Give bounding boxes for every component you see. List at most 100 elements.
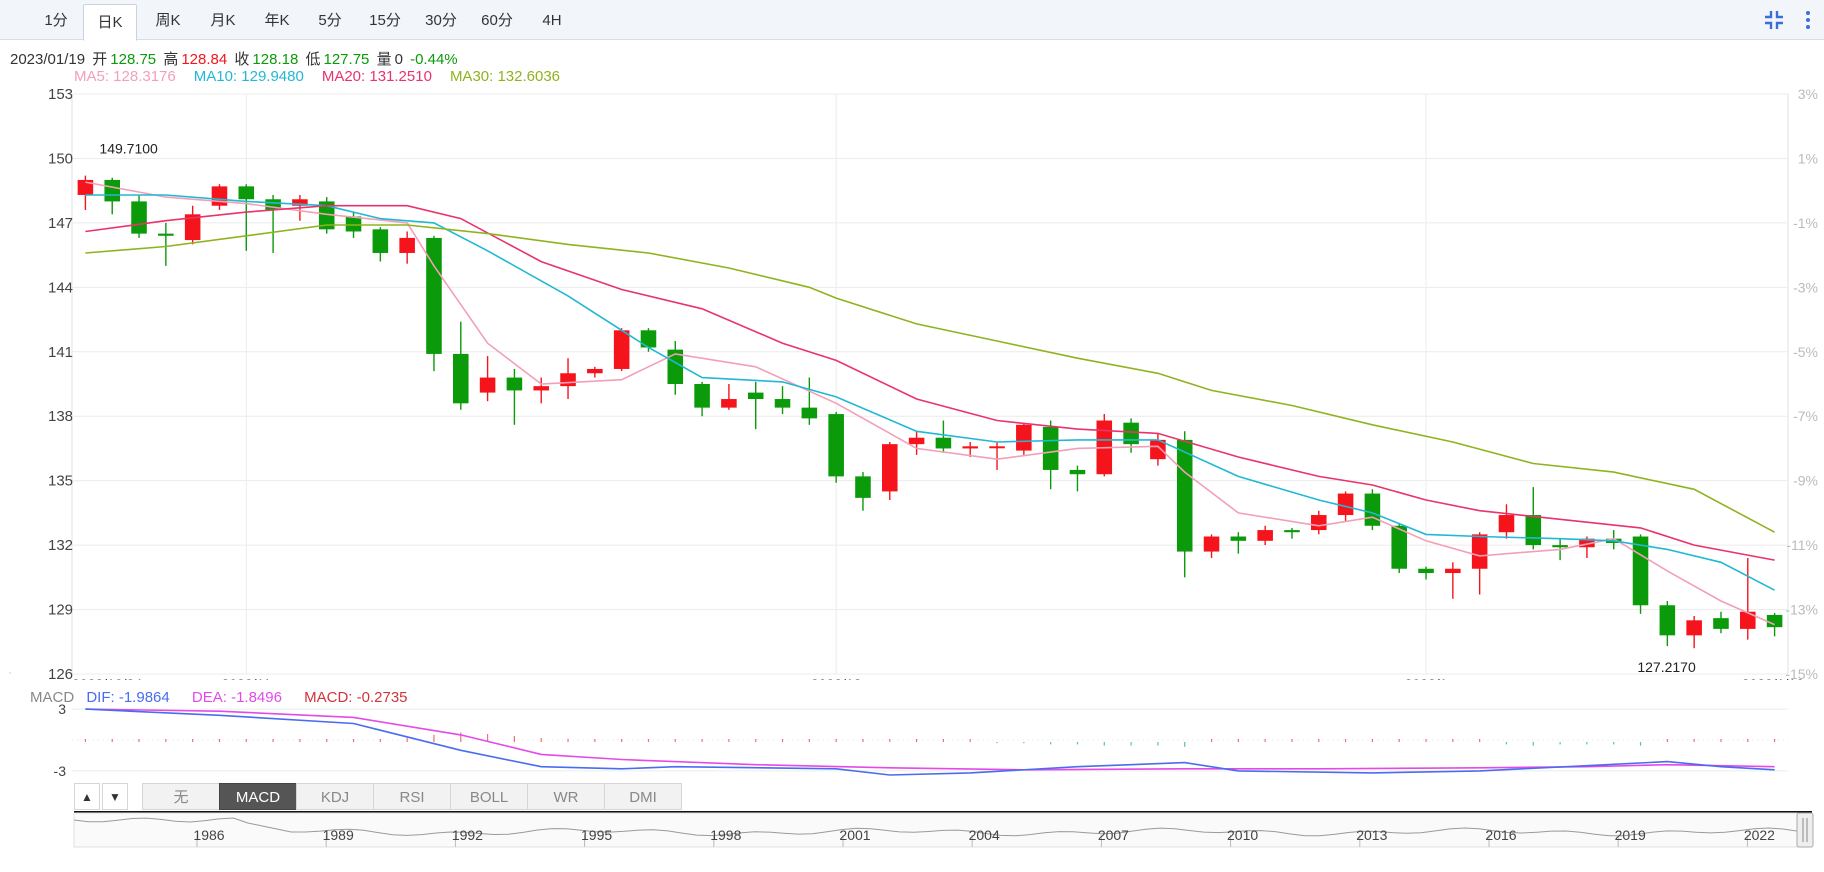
- candle-body: [908, 437, 925, 445]
- ma-legend: MA5: 128.3176 MA10: 129.9480 MA20: 131.251…: [74, 68, 578, 85]
- period-tab-0[interactable]: 1分: [44, 12, 68, 29]
- pct-tick-label: -13%: [1785, 602, 1818, 618]
- indicator-tab-1[interactable]: MACD: [219, 783, 297, 810]
- ma-line-ma20: [85, 204, 1775, 561]
- timeline-year-label: 2007: [1098, 827, 1129, 843]
- candle-body: [774, 399, 791, 408]
- period-tabbar: 1分 日K 周K 月K 年K 5分 15分 30分 60分 4H: [0, 0, 1824, 41]
- y-tick-label: 126: [48, 666, 73, 680]
- candle-body: [1337, 493, 1354, 516]
- macd-y-tick: -3: [54, 763, 67, 779]
- y-tick-label: 144: [48, 279, 73, 296]
- candle-body: [426, 237, 442, 354]
- dif-label: DIF: -1.9864: [86, 689, 170, 706]
- timeline-navigator[interactable]: 1986 1989 1992 1995 1998 2001 2004 2007 2010 2013…: [0, 810, 1824, 870]
- candle-body: [962, 446, 978, 449]
- plot-frame: [71, 93, 1789, 675]
- indicator-tab-3[interactable]: RSI: [373, 783, 451, 810]
- candle-body: [882, 444, 898, 492]
- more-vertical-icon[interactable]: [1796, 8, 1820, 32]
- candle-body: [372, 229, 389, 253]
- candle-body: [1123, 422, 1139, 445]
- candle-body: [1713, 618, 1729, 629]
- candle-body: [1552, 545, 1568, 548]
- volume-label: 量: [376, 51, 392, 68]
- pct-tick-label: -3%: [1793, 279, 1818, 295]
- candle-body: [640, 330, 657, 348]
- y-tick-label: 150: [48, 150, 73, 167]
- candle-body: [399, 237, 415, 253]
- candle-body: [721, 399, 737, 408]
- indicator-tab-2[interactable]: KDJ: [296, 783, 374, 810]
- candle-body: [694, 384, 710, 408]
- x-tick-label: 2022/11: [221, 676, 271, 680]
- candle-body: [1471, 534, 1488, 569]
- candle-body: [131, 201, 147, 234]
- ma-legend-item: MA5: 128.3176: [74, 68, 176, 85]
- y-tick-label: 147: [48, 215, 73, 232]
- candle-body: [1498, 515, 1515, 533]
- candle-body: [1525, 515, 1542, 546]
- y-tick-label: 132: [48, 537, 73, 554]
- quote-date: 2023/01/19: [10, 51, 86, 68]
- pct-tick-label: -11%: [1786, 537, 1818, 553]
- indicator-tab-4[interactable]: BOLL: [450, 783, 528, 810]
- timeline-year-label: 2022: [1744, 827, 1775, 843]
- macd-chart[interactable]: 3 -3: [0, 700, 1824, 780]
- pct-tick-label: -5%: [1793, 344, 1818, 360]
- x-tick-label: 2023/1: [1405, 676, 1448, 680]
- period-tab-6[interactable]: 15分: [369, 12, 401, 29]
- indicator-tab-5[interactable]: WR: [527, 783, 605, 810]
- timeline-range-handle[interactable]: [1796, 812, 1814, 848]
- candle-body: [801, 407, 818, 419]
- period-tab-8[interactable]: 60分: [481, 12, 513, 29]
- candle-body: [479, 377, 496, 393]
- candle-body: [1016, 424, 1032, 451]
- timeline-year-label: 2016: [1485, 827, 1516, 843]
- period-tab-9[interactable]: 4H: [542, 12, 562, 29]
- candle-body: [506, 377, 523, 391]
- period-tab-2[interactable]: 周K: [155, 12, 181, 29]
- timeline-year-label: 2004: [969, 827, 1000, 843]
- ma-legend-item: MA30: 132.6036: [449, 68, 561, 85]
- x-tick-label: 2022/12: [811, 676, 862, 680]
- candle-body: [1069, 469, 1086, 475]
- candle-body: [1740, 611, 1756, 629]
- period-tab-1[interactable]: 日K: [83, 4, 137, 41]
- candle-body: [1632, 536, 1649, 606]
- macd-y-tick: 3: [58, 701, 66, 717]
- y-tick-label: 129: [48, 602, 73, 619]
- candle-body: [1176, 439, 1193, 552]
- collapse-icon[interactable]: [1762, 8, 1786, 32]
- open-label: 开: [92, 51, 108, 68]
- pct-tick-label: -9%: [1793, 473, 1818, 489]
- candle-body: [1579, 538, 1595, 548]
- candle-body: [1391, 525, 1407, 569]
- pct-tick-label: -7%: [1793, 408, 1818, 424]
- period-tab-3[interactable]: 月K: [210, 12, 236, 29]
- candle-body: [1445, 568, 1461, 574]
- indicator-tab-0[interactable]: 无: [142, 783, 220, 810]
- pct-tick-label: -1%: [1793, 215, 1818, 231]
- indicator-tab-6[interactable]: DMI: [604, 783, 682, 810]
- candle-body: [989, 446, 1005, 449]
- period-tab-5[interactable]: 5分: [318, 12, 342, 29]
- price-chart[interactable]: 153 3% 150 1% 147 -1% 144 -3% 141 -5% 138 -7% 135 -9%…: [0, 80, 1824, 680]
- ma-legend-item: MA20: 131.2510: [321, 68, 432, 85]
- x-tick-label: 2023/1/19: [1742, 676, 1804, 680]
- candle-body: [184, 214, 201, 241]
- y-tick-label: 141: [48, 344, 73, 361]
- candle-body: [104, 179, 120, 202]
- candle-body: [855, 476, 871, 498]
- scroll-up-button[interactable]: ▲: [74, 783, 100, 810]
- ma-legend-item: MA10: 129.9480: [193, 68, 304, 85]
- period-tab-4[interactable]: 年K: [264, 12, 290, 29]
- period-tab-7[interactable]: 30分: [425, 12, 457, 29]
- low-value: 127.75: [323, 51, 370, 68]
- timeline-year-label: 2013: [1356, 827, 1387, 843]
- candle-body: [1284, 530, 1300, 533]
- dea-label: DEA: -1.8496: [191, 689, 282, 706]
- timeline-year-label: 1989: [323, 827, 354, 843]
- candle-body: [77, 179, 94, 195]
- scroll-down-button[interactable]: ▼: [102, 783, 128, 810]
